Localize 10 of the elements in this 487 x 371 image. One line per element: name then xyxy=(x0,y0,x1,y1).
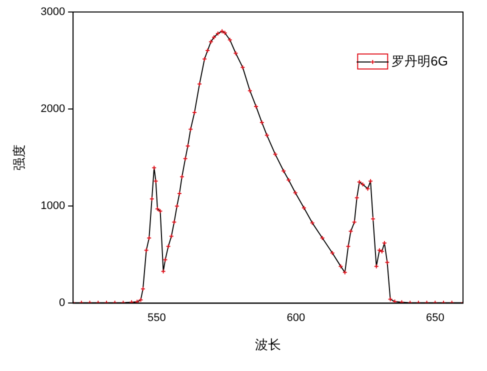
x-axis-title: 波长 xyxy=(255,336,282,352)
legend-label: 罗丹明6G xyxy=(392,54,448,69)
y-axis-title: 强度 xyxy=(11,144,26,171)
x-tick-label: 650 xyxy=(426,312,444,324)
y-tick-label: 0 xyxy=(58,297,66,310)
y-tick-label: 3000 xyxy=(40,6,66,18)
x-tick-label: 600 xyxy=(286,312,306,324)
y-tick-label: 2000 xyxy=(40,103,66,116)
y-tick-label: 1000 xyxy=(40,200,66,212)
x-tick-label: 550 xyxy=(147,312,166,324)
